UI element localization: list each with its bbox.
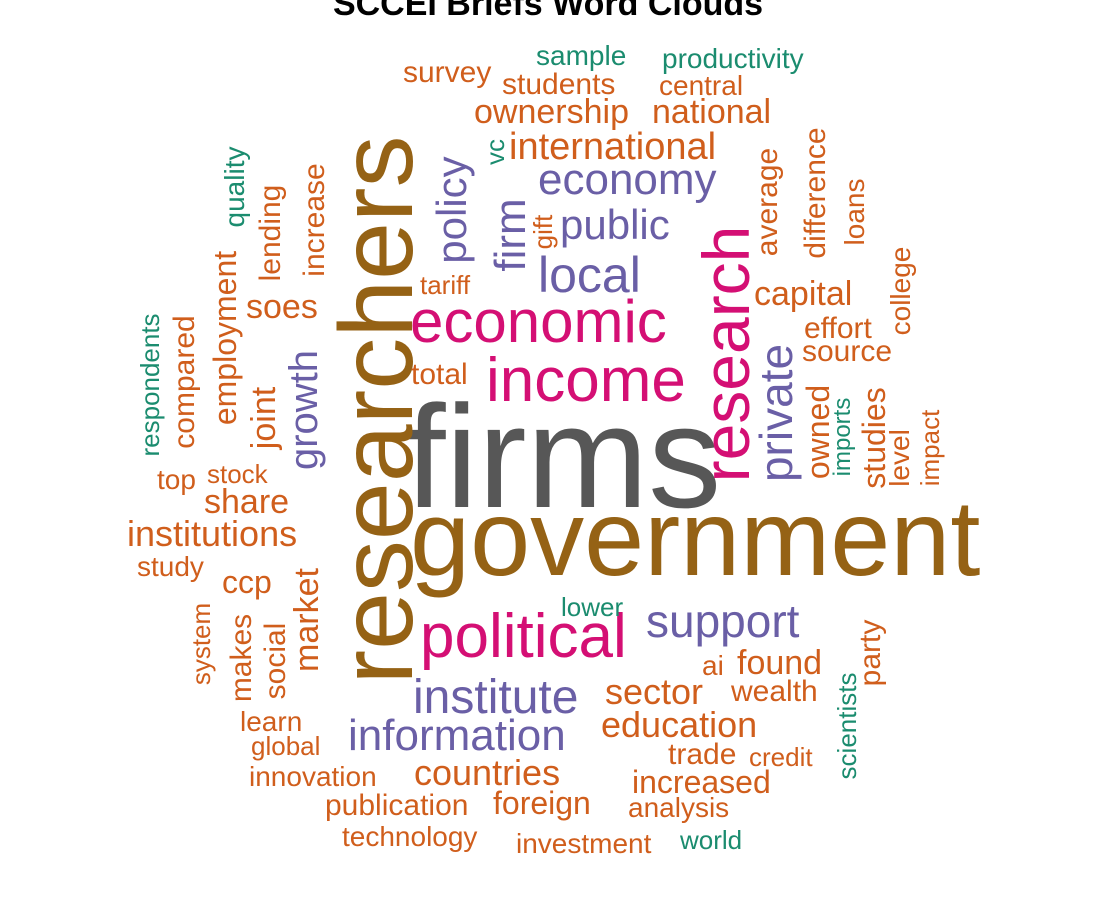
word-makes: makes [225, 613, 258, 703]
word-trade: trade [668, 738, 737, 771]
word-increase: increase [298, 163, 331, 277]
word-tariff: tariff [420, 270, 471, 300]
word-local: local [538, 247, 641, 303]
chart-title: SCCEI Briefs Word Clouds [332, 0, 764, 23]
word-countries: countries [414, 752, 561, 793]
word-lower: lower [561, 592, 624, 622]
word-share: share [204, 483, 290, 521]
word-impact: impact [915, 409, 945, 487]
word-policy: policy [428, 156, 475, 264]
word-loans: loans [839, 178, 870, 246]
word-information: information [348, 711, 566, 760]
word-productivity: productivity [662, 43, 804, 74]
word-world: world [680, 825, 743, 855]
word-institutions: institutions [127, 513, 298, 554]
word-source: source [802, 335, 893, 368]
word-firm: firm [486, 198, 535, 272]
word-quality: quality [219, 146, 250, 228]
word-credit: credit [749, 742, 813, 772]
word-political: political [420, 602, 627, 671]
word-market: market [288, 568, 326, 672]
word-firms: firms [405, 375, 722, 538]
word-total: total [411, 358, 468, 391]
word-investment: investment [516, 828, 652, 859]
word-economy: economy [538, 155, 717, 204]
word-publication: publication [325, 789, 469, 822]
word-international: international [509, 126, 717, 168]
word-economic: economic [410, 288, 667, 355]
word-increased: increased [632, 764, 771, 800]
word-capital: capital [754, 275, 853, 313]
word-ownership: ownership [474, 93, 629, 131]
word-education: education [601, 704, 758, 745]
word-institute: institute [413, 671, 579, 724]
word-gift: gift [528, 214, 558, 250]
word-system: system [186, 602, 216, 686]
word-ai: ai [702, 650, 724, 681]
word-compared: compared [168, 315, 201, 449]
word-stock: stock [207, 459, 268, 489]
word-study: study [137, 551, 204, 582]
word-central: central [659, 70, 744, 101]
word-lending: lending [254, 184, 287, 282]
word-social: social [259, 622, 292, 700]
word-students: students [502, 68, 616, 101]
word-public: public [560, 201, 670, 248]
word-government: government [410, 477, 981, 598]
word-foreign: foreign [493, 785, 591, 821]
word-employment: employment [207, 250, 243, 426]
word-difference: difference [799, 127, 832, 259]
word-researchers: researchers [319, 135, 435, 685]
word-technology: technology [342, 821, 478, 852]
word-ccp: ccp [222, 564, 272, 600]
word-wealth: wealth [731, 675, 818, 708]
word-college: college [885, 246, 916, 336]
word-sample: sample [536, 40, 627, 71]
word-found: found [737, 644, 823, 682]
word-private: private [750, 343, 802, 483]
word-income: income [486, 346, 686, 415]
word-survey: survey [403, 56, 492, 89]
word-analysis: analysis [628, 792, 730, 823]
word-level: level [884, 429, 915, 487]
word-joint: joint [245, 386, 283, 450]
word-national: national [652, 93, 772, 131]
word-sector: sector [605, 671, 704, 712]
word-soes: soes [246, 288, 318, 326]
word-imports: imports [829, 397, 856, 477]
word-global: global [251, 731, 321, 761]
word-average: average [751, 147, 784, 257]
word-growth: growth [282, 349, 326, 471]
word-scientists: scientists [832, 672, 862, 780]
word-support: support [646, 595, 800, 647]
word-top: top [157, 464, 196, 495]
word-innovation: innovation [249, 761, 377, 792]
word-learn: learn [240, 706, 303, 737]
word-effort: effort [804, 312, 872, 345]
word-vc: vc [480, 139, 510, 165]
word-respondents: respondents [135, 313, 165, 457]
